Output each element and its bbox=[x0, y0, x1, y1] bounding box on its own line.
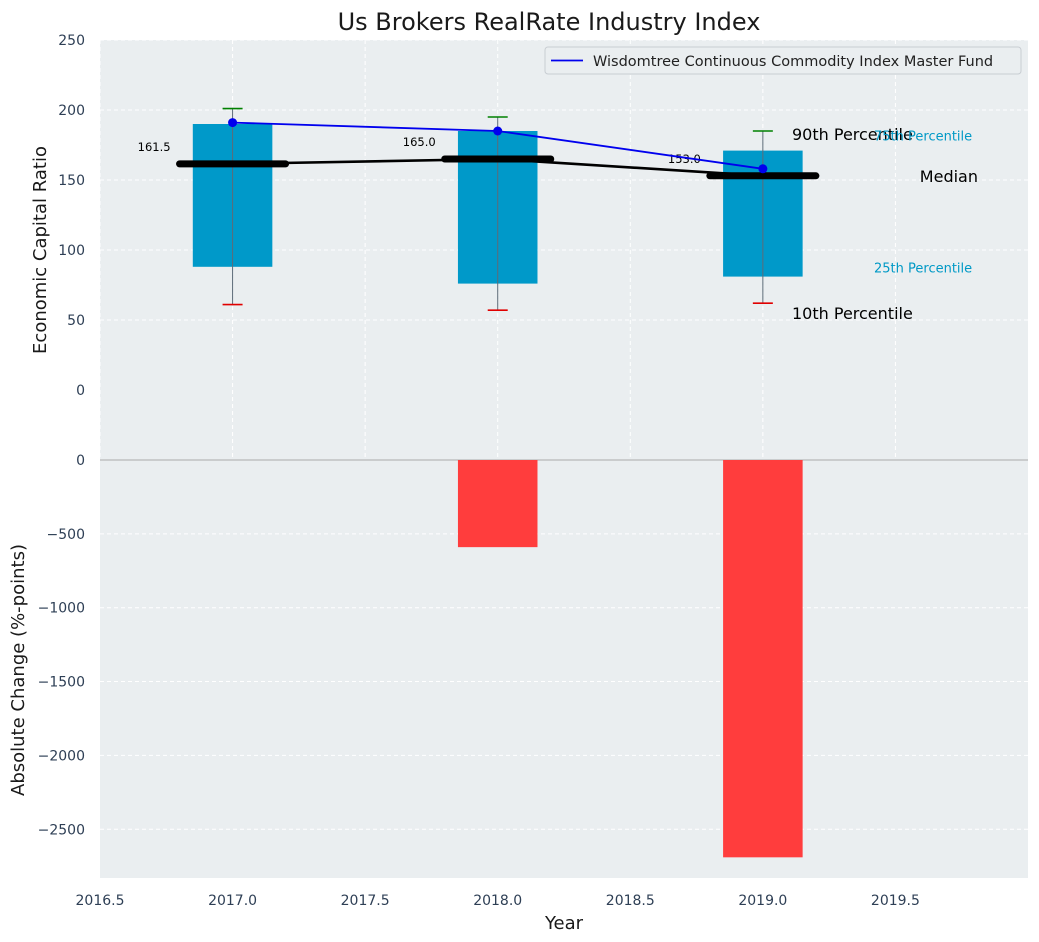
x-tick-label: 2018.0 bbox=[473, 893, 522, 909]
top-y-tick-label: 100 bbox=[58, 243, 85, 259]
bottom-y-tick-label: 0 bbox=[76, 453, 85, 469]
median-value-label: 161.5 bbox=[138, 140, 171, 154]
x-tick-label: 2017.5 bbox=[341, 893, 390, 909]
top-panel: 0 50 100 150 200 250 161.5 165.0 153.0 90th Perce… bbox=[58, 33, 1028, 878]
bottom-y-tick-label: −500 bbox=[47, 527, 85, 543]
series-point bbox=[758, 164, 768, 174]
legend-box bbox=[544, 46, 1022, 75]
bottom-y-tick-label: −2000 bbox=[38, 748, 85, 764]
x-tick-label: 2016.5 bbox=[76, 893, 125, 909]
x-tick-label: 2017.0 bbox=[208, 893, 257, 909]
p25-annotation: 25th Percentile bbox=[874, 262, 972, 277]
p75-annotation: 75th Percentile bbox=[874, 130, 972, 145]
legend: Wisdomtree Continuous Commodity Index Ma… bbox=[544, 46, 1022, 75]
x-tick-label: 2019.5 bbox=[871, 893, 920, 909]
x-tick-label: 2019.0 bbox=[738, 893, 787, 909]
bottom-plot-area bbox=[100, 460, 1028, 878]
change-bar bbox=[457, 460, 538, 548]
bottom-y-axis-title: Absolute Change (%-points) bbox=[8, 544, 29, 796]
x-tick-label: 2018.5 bbox=[606, 893, 655, 909]
p10-annotation: 10th Percentile bbox=[792, 304, 913, 323]
median-value-label: 165.0 bbox=[403, 135, 436, 149]
top-y-tick-label: 200 bbox=[58, 103, 85, 119]
bottom-y-tick-label: −2500 bbox=[38, 822, 85, 838]
change-bar bbox=[723, 460, 803, 858]
bottom-y-tick-label: −1500 bbox=[38, 675, 85, 691]
bottom-y-tick-label: −1000 bbox=[38, 601, 85, 617]
p90-annotation: 90th Percentile bbox=[792, 125, 913, 144]
top-y-tick-label: 50 bbox=[67, 313, 85, 329]
median-value-label: 153.0 bbox=[668, 152, 701, 166]
chart-title: Us Brokers RealRate Industry Index bbox=[338, 8, 761, 36]
top-y-tick-label: 0 bbox=[76, 383, 85, 399]
series-point bbox=[228, 118, 238, 128]
series-point bbox=[493, 126, 503, 136]
x-axis-title: Year bbox=[544, 913, 584, 934]
top-y-axis-title: Economic Capital Ratio bbox=[30, 146, 51, 354]
top-y-tick-label: 250 bbox=[58, 33, 85, 49]
legend-label: Wisdomtree Continuous Commodity Index Ma… bbox=[593, 54, 993, 70]
median-annotation: Median bbox=[920, 167, 978, 186]
bottom-panel: 2016.5 2017.0 2017.5 2018.0 2018.5 2019.0 2019… bbox=[38, 453, 1028, 909]
top-y-tick-label: 150 bbox=[58, 173, 85, 189]
